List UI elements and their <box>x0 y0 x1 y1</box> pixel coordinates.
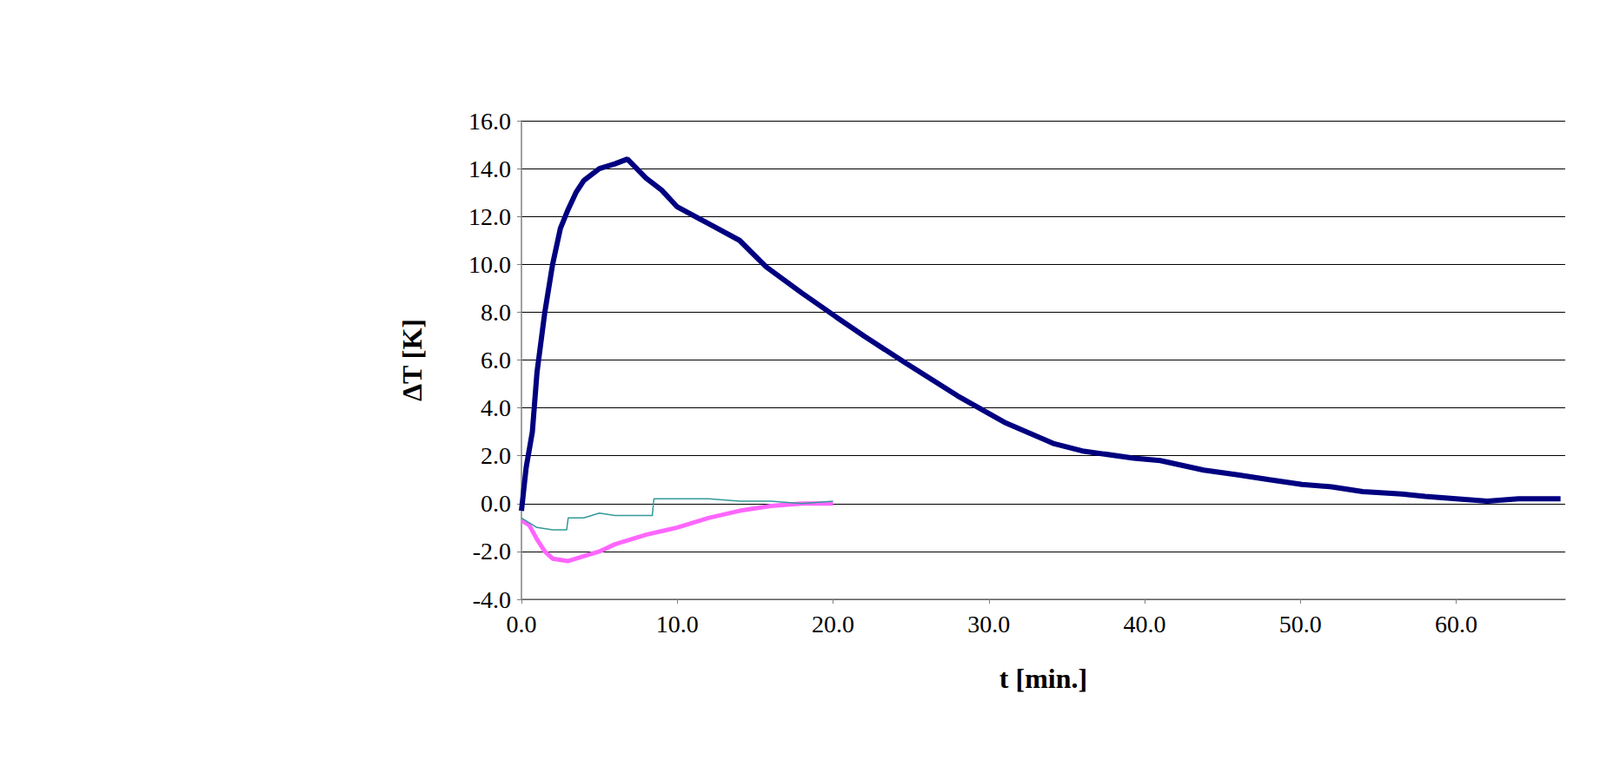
svg-text:12.0: 12.0 <box>468 203 512 231</box>
svg-text:60.0: 60.0 <box>1434 610 1478 638</box>
svg-text:6.0: 6.0 <box>480 346 512 374</box>
svg-text:8.0: 8.0 <box>480 298 512 326</box>
svg-text:10.0: 10.0 <box>656 610 699 638</box>
svg-text:20.0: 20.0 <box>811 610 855 638</box>
svg-text:30.0: 30.0 <box>967 610 1010 638</box>
svg-text:10.0: 10.0 <box>468 251 512 279</box>
svg-text:4.0: 4.0 <box>480 394 512 422</box>
svg-text:-2.0: -2.0 <box>472 537 512 565</box>
svg-text:0.0: 0.0 <box>506 610 538 638</box>
svg-text:50.0: 50.0 <box>1279 610 1322 638</box>
svg-text:14.0: 14.0 <box>468 155 512 183</box>
svg-text:0.0: 0.0 <box>480 490 512 518</box>
svg-text:16.0: 16.0 <box>468 107 512 135</box>
svg-text:t [min.]: t [min.] <box>999 663 1088 695</box>
svg-text:2.0: 2.0 <box>480 442 512 470</box>
svg-text:-4.0: -4.0 <box>472 586 512 614</box>
svg-text:ΔT [K]: ΔT [K] <box>396 318 428 402</box>
svg-text:40.0: 40.0 <box>1123 610 1167 638</box>
